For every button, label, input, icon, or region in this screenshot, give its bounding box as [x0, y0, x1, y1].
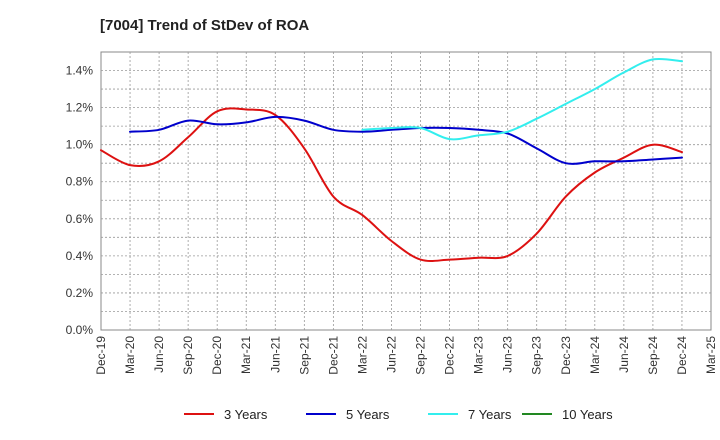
series-line-5-years [129, 115, 683, 165]
x-tick-label: Jun-22 [384, 336, 398, 373]
x-tick-label: Dec-21 [326, 336, 340, 375]
x-tick-label: Mar-22 [355, 336, 369, 374]
series-lines [100, 57, 683, 263]
y-axis-tick-labels: 0.0% 0.2% 0.4% 0.6% 0.8% 1.0% 1.2% 1.4% [66, 64, 94, 337]
x-tick-label: Dec-22 [443, 336, 457, 375]
legend: 3 Years 5 Years 7 Years 10 Years [184, 407, 613, 422]
x-tick-label: Sep-23 [530, 336, 544, 375]
series-line-3-years [100, 107, 683, 263]
x-tick-label: Sep-24 [646, 336, 660, 375]
legend-label-5-years: 5 Years [346, 407, 390, 422]
y-tick-label: 0.0% [66, 323, 94, 337]
y-tick-label: 0.6% [66, 212, 94, 226]
x-tick-label: Mar-23 [472, 336, 486, 374]
x-tick-label: Mar-25 [704, 336, 718, 374]
x-tick-label: Jun-20 [152, 336, 166, 373]
legend-label-10-years: 10 Years [562, 407, 613, 422]
x-tick-label: Dec-23 [559, 336, 573, 375]
x-axis-tick-labels: Dec-19 Mar-20 Jun-20 Sep-20 Dec-20 Mar-21 Jun-… [94, 336, 718, 375]
x-tick-label: Dec-20 [210, 336, 224, 375]
legend-label-3-years: 3 Years [224, 407, 268, 422]
chart-title: [7004] Trend of StDev of ROA [100, 17, 309, 34]
x-tick-label: Sep-21 [297, 336, 311, 375]
legend-label-7-years: 7 Years [468, 407, 512, 422]
plot-area [100, 51, 712, 331]
x-tick-label: Jun-23 [501, 336, 515, 373]
y-tick-label: 0.8% [66, 175, 94, 189]
x-tick-label: Mar-20 [123, 336, 137, 374]
y-tick-label: 0.2% [66, 286, 94, 300]
plot-border [100, 51, 712, 331]
y-tick-label: 1.4% [66, 64, 94, 78]
x-tick-label: Dec-19 [94, 336, 108, 375]
series-line-7-years [361, 57, 683, 141]
x-tick-label: Sep-22 [414, 336, 428, 375]
y-tick-label: 0.4% [66, 249, 94, 263]
y-tick-label: 1.2% [66, 101, 94, 115]
x-tick-label: Jun-24 [617, 336, 631, 373]
y-tick-label: 1.0% [66, 138, 94, 152]
x-tick-label: Mar-21 [239, 336, 253, 374]
grid-lines [101, 52, 711, 330]
x-tick-label: Mar-24 [588, 336, 602, 374]
x-tick-label: Sep-20 [181, 336, 195, 375]
x-tick-label: Dec-24 [675, 336, 689, 375]
x-tick-label: Jun-21 [268, 336, 282, 373]
